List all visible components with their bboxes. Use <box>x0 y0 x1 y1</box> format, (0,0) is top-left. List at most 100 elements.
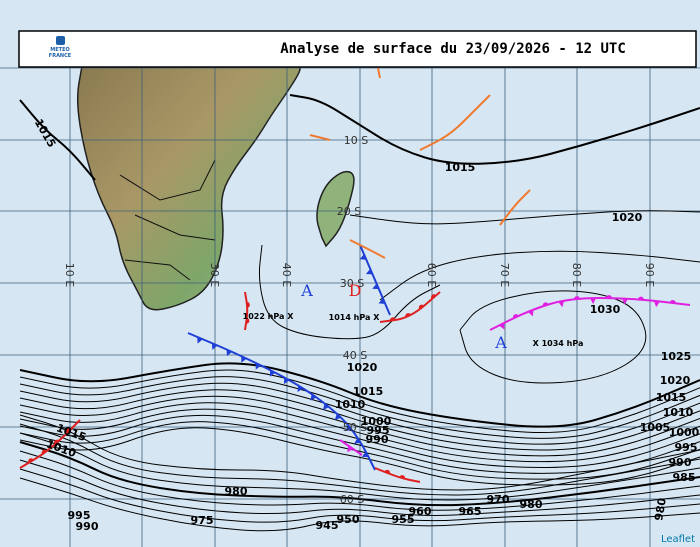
front-symbol <box>542 302 549 307</box>
isobar-label: 990 <box>669 456 692 469</box>
isobar <box>459 290 647 384</box>
pressure-center-label: X 1034 hPa <box>533 339 584 348</box>
isobar-label: 980 <box>520 498 543 511</box>
front-symbol <box>41 449 47 455</box>
front-symbol <box>361 451 369 457</box>
front-symbol <box>255 362 262 370</box>
front-symbol <box>574 296 580 300</box>
front-symbol <box>378 298 386 304</box>
isobar <box>19 382 700 445</box>
latitude-label: 30 S <box>340 277 364 290</box>
isobar <box>19 414 700 491</box>
isobar-label: 955 <box>392 513 415 526</box>
latitude-label: 50 S <box>343 421 367 434</box>
isobar-label: 975 <box>191 514 214 527</box>
trough <box>499 189 531 226</box>
front-symbol <box>621 298 628 305</box>
longitude-label: 30 E <box>208 263 221 287</box>
isobar <box>289 94 700 165</box>
isobar-label: 945 <box>316 519 339 532</box>
isobar-label: 1020 <box>612 211 643 224</box>
pressure-center-label: 1014 hPa X <box>329 313 381 322</box>
front-symbol <box>527 309 534 317</box>
front-symbol <box>54 439 60 445</box>
isobar <box>19 408 700 468</box>
front-symbol <box>245 317 250 324</box>
isobar-label: 1015 <box>353 385 384 398</box>
longitude-label: 70 E <box>498 263 511 287</box>
front-symbol <box>197 336 203 344</box>
isobar <box>19 450 700 511</box>
isobar <box>19 459 700 516</box>
header-box <box>18 30 697 68</box>
isobar-label: 1000 <box>361 415 392 428</box>
isobar-label: 995 <box>68 509 91 522</box>
isobar-label: 990 <box>76 520 99 533</box>
isobar-label: 950 <box>337 513 360 526</box>
isobar-label: 1015 <box>445 161 476 174</box>
trough <box>419 94 491 151</box>
border <box>119 159 216 281</box>
longitude-label: 10 E <box>63 263 76 287</box>
latitude-label: 40 S <box>343 349 367 362</box>
isobar-label: 970 <box>487 493 510 506</box>
front-symbol <box>323 403 330 410</box>
isobar-label: 980 <box>652 497 669 522</box>
latitude-label: 60 S <box>340 493 364 506</box>
cold-front <box>187 332 376 471</box>
front-symbol <box>637 296 644 300</box>
longitude-label: 60 E <box>425 263 438 287</box>
occluded-front <box>489 296 691 331</box>
pressure-center-label: 1022 hPa X <box>243 312 295 321</box>
front-symbol <box>334 413 342 421</box>
front-symbol <box>241 356 247 363</box>
front-symbol <box>512 314 519 319</box>
front-symbol <box>399 475 406 479</box>
isobar-label: 980 <box>225 485 248 498</box>
isobar <box>19 376 700 439</box>
isobar <box>19 99 96 181</box>
front-symbol <box>65 428 71 434</box>
front-symbol <box>669 299 676 304</box>
logo-mark <box>56 36 65 45</box>
front-symbol <box>310 393 317 401</box>
front-symbol <box>430 294 437 300</box>
trough <box>309 134 331 141</box>
front-symbol <box>28 458 34 463</box>
front-symbol <box>354 437 361 444</box>
latitude-label: 20 S <box>337 205 361 218</box>
longitude-label: 40 E <box>280 263 293 287</box>
front-symbol <box>283 377 290 385</box>
longitude-label: 90 E <box>643 263 656 287</box>
front-symbol <box>589 298 596 305</box>
isobar <box>19 441 700 507</box>
front-symbol <box>558 300 565 308</box>
front-symbol <box>653 300 660 308</box>
isobar-label: 1005 <box>640 421 671 434</box>
isobar <box>19 432 700 501</box>
warm-front <box>379 291 441 323</box>
isobar-label: 1020 <box>660 374 691 387</box>
front-symbol <box>389 317 396 321</box>
warm-front <box>19 419 81 469</box>
trough <box>377 67 381 79</box>
attribution-link[interactable]: Leaflet <box>661 534 695 545</box>
isobar-label: 965 <box>459 505 482 518</box>
front-symbol <box>384 469 391 474</box>
isobar-label: 1010 <box>663 406 694 419</box>
isobar <box>19 414 700 474</box>
isobar-label: 990 <box>366 433 389 446</box>
isobar-label: 1010 <box>335 398 366 411</box>
front-symbol <box>365 268 373 275</box>
front-symbol <box>297 385 304 393</box>
front-symbol <box>405 313 411 318</box>
isobar-label: 1015 <box>656 391 687 404</box>
front-symbol <box>372 283 379 290</box>
header-title: Analyse de surface du 23/09/2026 - 12 UT… <box>280 41 626 57</box>
isobar-label: 1025 <box>661 350 692 363</box>
front-symbol <box>347 445 354 453</box>
isobar-label: 995 <box>675 441 698 454</box>
front-symbol <box>359 254 367 260</box>
isobar <box>19 468 700 523</box>
